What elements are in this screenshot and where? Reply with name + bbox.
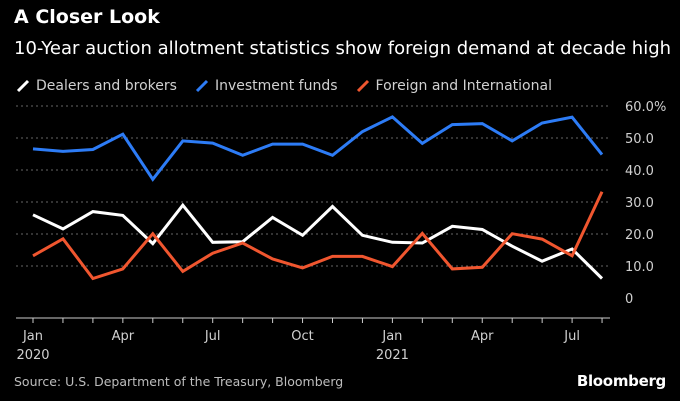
- y-tick-label: 20.0: [625, 228, 654, 243]
- legend-label: Foreign and International: [375, 78, 552, 94]
- legend-item-dealers: Dealers and brokers: [16, 78, 177, 94]
- x-tick-label: Oct: [291, 329, 313, 344]
- legend-label: Dealers and brokers: [36, 78, 177, 94]
- x-tick-label: Apr: [471, 329, 494, 344]
- legend-slash-icon: [356, 79, 369, 93]
- series-line-foreign: [32, 191, 604, 281]
- y-tick-label: 50.0: [625, 132, 654, 147]
- legend-item-investment: Investment funds: [195, 78, 338, 94]
- x-tick-label: Jan: [381, 329, 402, 344]
- legend-slash-icon: [195, 79, 208, 93]
- legend: Dealers and brokers Investment funds For…: [16, 78, 552, 94]
- bloomberg-logo: Bloomberg: [576, 372, 666, 390]
- x-tick-sublabel: 2020: [16, 348, 49, 363]
- x-tick-label: Jul: [563, 329, 580, 344]
- chart-subtitle: 10-Year auction allotment statistics sho…: [14, 38, 672, 59]
- legend-slash-icon: [16, 79, 30, 93]
- x-tick-label: Jul: [204, 329, 221, 344]
- legend-item-foreign: Foreign and International: [356, 78, 552, 94]
- x-tick-label: Jan: [22, 329, 43, 344]
- y-tick-label: 0: [625, 292, 633, 307]
- legend-label: Investment funds: [214, 78, 338, 94]
- series-line-investment: [32, 115, 604, 182]
- y-tick-label: 10.0: [625, 260, 654, 275]
- x-tick-label: Apr: [112, 329, 135, 344]
- x-tick-sublabel: 2021: [376, 348, 409, 363]
- source-note: Source: U.S. Department of the Treasury,…: [14, 374, 344, 389]
- series-line-dealers: [32, 202, 604, 280]
- y-tick-label: 30.0: [625, 196, 654, 211]
- chart-title: A Closer Look: [14, 6, 160, 28]
- y-tick-label: 60.0%: [625, 100, 666, 115]
- y-tick-label: 40.0: [625, 164, 654, 179]
